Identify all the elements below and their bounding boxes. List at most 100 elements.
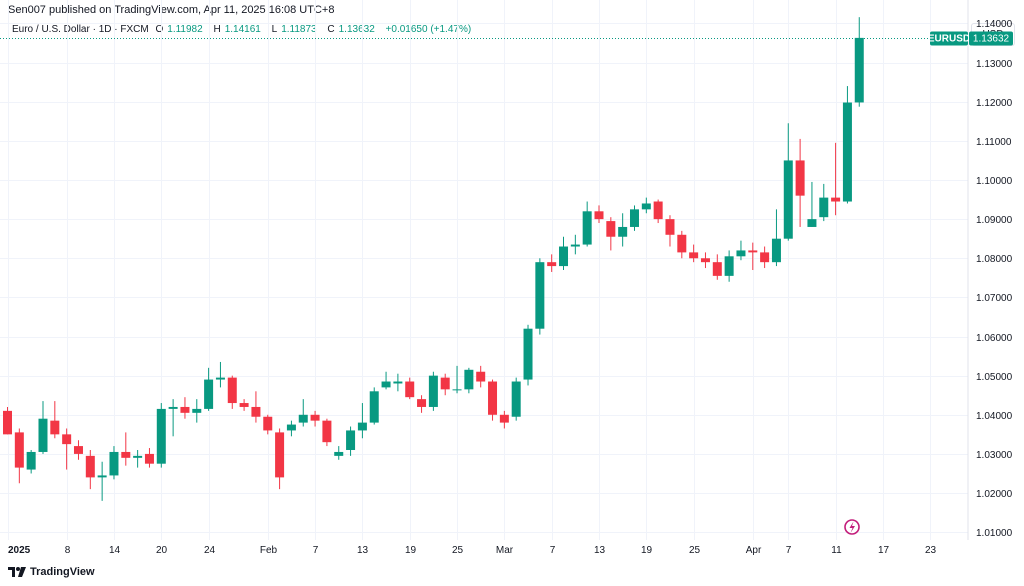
candle bbox=[582, 201, 592, 247]
close-value: 1.13632 bbox=[338, 24, 375, 35]
high-stat: H 1.14161 bbox=[213, 24, 264, 35]
x-tick-label: 19 bbox=[641, 545, 653, 556]
candle-body bbox=[618, 226, 628, 237]
candle-body bbox=[286, 424, 296, 431]
candle bbox=[748, 242, 758, 270]
candle bbox=[488, 379, 498, 421]
candle bbox=[180, 397, 190, 419]
footer-brand[interactable]: TradingView bbox=[8, 566, 95, 578]
candle-body bbox=[405, 381, 415, 398]
candle-body bbox=[594, 211, 604, 220]
candle bbox=[618, 213, 628, 247]
candle-body bbox=[783, 160, 793, 239]
price-tag-value: 1.13632 bbox=[973, 34, 1010, 45]
candle-body bbox=[535, 262, 545, 329]
time-axis[interactable]: 2025 8 14 20 24 Feb 7 13 19 25 Mar 7 13 19 25 Apr 7 11 17 2… bbox=[8, 545, 936, 556]
y-tick-label: 1.01000 bbox=[976, 528, 1013, 539]
lightning-icon[interactable] bbox=[844, 519, 860, 535]
x-tick-label: 2025 bbox=[8, 545, 31, 556]
x-tick-label: 25 bbox=[689, 545, 701, 556]
candle bbox=[499, 410, 509, 429]
candle bbox=[559, 236, 569, 270]
candle-body bbox=[653, 201, 663, 220]
candle-body bbox=[488, 381, 498, 415]
candle bbox=[760, 246, 770, 269]
candle bbox=[594, 205, 604, 224]
candle bbox=[700, 252, 710, 269]
candle bbox=[677, 230, 687, 259]
candle-body bbox=[712, 262, 722, 276]
change-value: +0.01650 (+1.47%) bbox=[385, 24, 472, 35]
candle-body bbox=[582, 211, 592, 245]
candle-body bbox=[393, 381, 403, 384]
candle bbox=[85, 450, 95, 490]
candle-body bbox=[440, 377, 450, 390]
candle bbox=[73, 440, 83, 460]
candle bbox=[192, 399, 202, 423]
candle-body bbox=[334, 451, 344, 456]
candle bbox=[168, 399, 178, 437]
y-tick-label: 1.08000 bbox=[976, 254, 1013, 265]
y-tick-label: 1.14000 bbox=[976, 19, 1013, 30]
candle-body bbox=[227, 377, 237, 404]
x-tick-label: 14 bbox=[109, 545, 121, 556]
high-label: H bbox=[213, 24, 221, 35]
candle-body bbox=[263, 416, 273, 431]
candle-body bbox=[559, 246, 569, 267]
close-label: C bbox=[327, 24, 335, 35]
candle-body bbox=[831, 197, 841, 202]
candle bbox=[346, 426, 356, 456]
candle bbox=[144, 448, 154, 468]
low-label: L bbox=[271, 24, 278, 35]
candle-body bbox=[665, 219, 675, 235]
candle bbox=[464, 367, 474, 394]
candle bbox=[570, 234, 580, 255]
y-tick-label: 1.05000 bbox=[976, 372, 1013, 383]
candle bbox=[795, 138, 805, 227]
candle bbox=[286, 420, 296, 437]
candle-body bbox=[547, 262, 557, 267]
candle bbox=[109, 446, 119, 480]
candle bbox=[227, 375, 237, 409]
candle-body bbox=[842, 102, 852, 202]
candle-body bbox=[204, 379, 214, 409]
y-tick-label: 1.03000 bbox=[976, 450, 1013, 461]
candle bbox=[653, 199, 663, 224]
y-tick-label: 1.12000 bbox=[976, 98, 1013, 109]
candle-body bbox=[97, 475, 107, 478]
candle bbox=[310, 410, 320, 427]
candle bbox=[547, 254, 557, 272]
candle bbox=[251, 391, 261, 423]
symbol-name[interactable]: Euro / U.S. Dollar · 1D · FXCM bbox=[12, 24, 149, 35]
candle bbox=[97, 461, 107, 501]
candle-body bbox=[180, 406, 190, 413]
x-tick-label: 11 bbox=[831, 545, 842, 556]
price-tag-value-bg bbox=[969, 31, 1013, 46]
candle-body bbox=[854, 37, 864, 103]
x-tick-label: 23 bbox=[925, 545, 937, 556]
price-axis[interactable]: 1.01000 1.02000 1.03000 1.04000 1.05000 1.060… bbox=[976, 19, 1013, 539]
candle bbox=[405, 377, 415, 400]
candle-body bbox=[144, 453, 154, 464]
candle-body bbox=[50, 420, 60, 435]
y-tick-label: 1.07000 bbox=[976, 293, 1013, 304]
low-value: 1.11873 bbox=[281, 24, 317, 35]
candle bbox=[417, 395, 427, 413]
candle-body bbox=[629, 209, 639, 227]
y-tick-label: 1.02000 bbox=[976, 489, 1013, 500]
x-tick-label: 13 bbox=[594, 545, 606, 556]
candle-body bbox=[14, 432, 24, 468]
y-tick-label: 1.10000 bbox=[976, 176, 1013, 187]
candle-body bbox=[795, 160, 805, 196]
candle-body bbox=[736, 250, 746, 257]
x-tick-label: 7 bbox=[550, 545, 556, 556]
candle-body bbox=[62, 434, 72, 445]
candle bbox=[393, 373, 403, 392]
candle bbox=[689, 244, 699, 263]
x-tick-label: 19 bbox=[405, 545, 417, 556]
candle-body bbox=[724, 256, 734, 276]
candle bbox=[440, 373, 450, 396]
candle bbox=[121, 432, 131, 466]
low-stat: L 1.11873 bbox=[272, 24, 321, 35]
